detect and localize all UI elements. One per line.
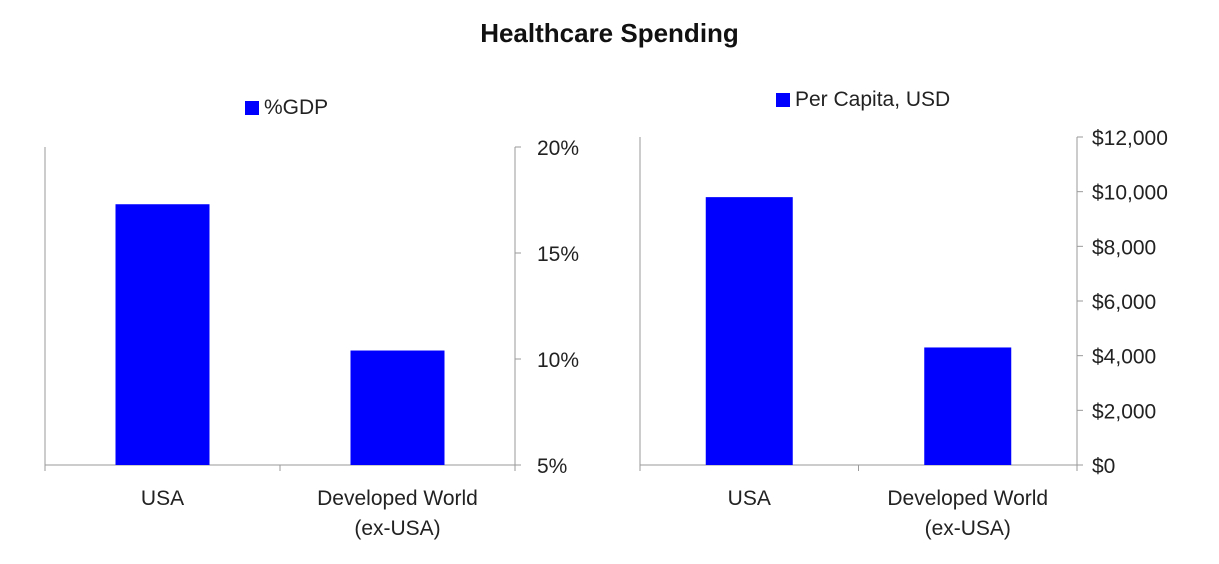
y-tick-label: $12,000 xyxy=(1092,127,1168,150)
bar-usa xyxy=(705,197,793,465)
y-tick-label: 15% xyxy=(537,243,579,266)
x-tick-label: Developed World (ex-USA) xyxy=(317,487,478,540)
x-tick-label: Developed World (ex-USA) xyxy=(887,487,1048,540)
x-tick-label: USA xyxy=(141,487,184,510)
chart-title: Healthcare Spending xyxy=(480,18,739,48)
legend-swatch xyxy=(245,101,259,115)
x-tick-label: USA xyxy=(728,487,771,510)
y-tick-label: $4,000 xyxy=(1092,346,1156,369)
y-tick-label: $2,000 xyxy=(1092,400,1156,423)
y-tick-label: $10,000 xyxy=(1092,182,1168,205)
bar-usa xyxy=(115,204,210,466)
y-tick-label: 5% xyxy=(537,455,567,478)
y-tick-label: 20% xyxy=(537,137,579,160)
legend-label: %GDP xyxy=(264,96,328,119)
y-tick-label: $6,000 xyxy=(1092,291,1156,314)
bar-developed-world xyxy=(350,350,445,465)
y-tick-label: $0 xyxy=(1092,455,1115,478)
legend-swatch xyxy=(776,93,790,107)
legend-label: Per Capita, USD xyxy=(795,88,950,111)
bar-developed-world xyxy=(924,347,1012,465)
y-tick-label: $8,000 xyxy=(1092,236,1156,259)
y-tick-label: 10% xyxy=(537,349,579,372)
chart-1: 5% 10% 15% 20% USA Developed World (ex-USA) %GD… xyxy=(44,96,579,540)
chart-2: $0 $2,000 $4,000 $6,000 $8,000 $10,000 $12,000… xyxy=(639,88,1168,540)
